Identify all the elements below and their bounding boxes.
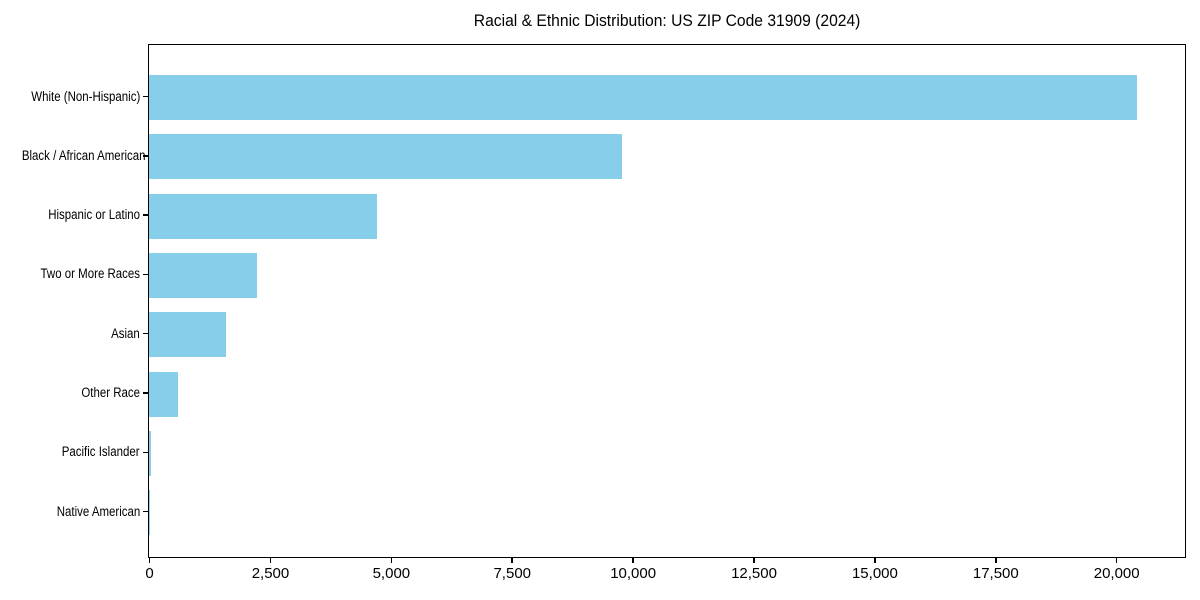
y-axis-label: Other Race [0, 384, 140, 402]
y-tick-mark [143, 155, 148, 157]
x-tick-mark [753, 558, 755, 563]
y-axis-label: Native American [0, 503, 140, 521]
chart-title: Racial & Ethnic Distribution: US ZIP Cod… [148, 11, 1186, 31]
x-tick-label: 10,000 [610, 565, 657, 582]
y-axis-label-text: Hispanic or Latino [48, 207, 140, 223]
x-tick-label: 12,500 [731, 565, 777, 582]
y-tick-mark [143, 214, 148, 216]
bar [149, 490, 150, 536]
y-tick-mark [143, 510, 148, 513]
y-axis-label-text: Asian [111, 325, 140, 341]
x-tick-label: 7,500 [493, 565, 532, 582]
y-axis-label-text: Other Race [81, 385, 140, 400]
x-tick-mark [148, 558, 151, 563]
bar [149, 75, 1137, 120]
x-tick-mark [1115, 558, 1118, 563]
x-tick-label: 15,000 [851, 565, 898, 582]
x-tick-label: 5,000 [372, 565, 411, 582]
y-tick-mark [143, 451, 148, 454]
x-tick-mark [874, 558, 876, 563]
x-tick-label: 20,000 [1093, 565, 1140, 582]
x-tick-label: 17,500 [972, 565, 1019, 582]
x-tick-mark [390, 558, 393, 563]
chart-title-text: Racial & Ethnic Distribution: US ZIP Cod… [473, 11, 861, 30]
bar [149, 252, 258, 298]
x-tick-mark [511, 558, 514, 563]
y-tick-mark [143, 273, 148, 276]
x-tick-label: 2,500 [251, 565, 290, 582]
y-axis-label-text: White (Non-Hispanic) [30, 88, 140, 104]
x-tick-mark [632, 558, 634, 563]
y-tick-mark [143, 95, 148, 98]
y-tick-mark [143, 332, 148, 335]
y-axis-label: White (Non-Hispanic) [0, 88, 140, 106]
bar [149, 193, 377, 239]
y-axis-label: Black / African American [0, 147, 146, 165]
bar [149, 312, 226, 358]
y-axis-label: Two or More Races [0, 265, 140, 283]
bar [149, 430, 151, 476]
y-axis-label-text: Two or More Races [40, 266, 140, 282]
bar [149, 371, 179, 417]
x-tick-mark [995, 558, 997, 563]
y-axis-label-text: Native American [56, 503, 140, 519]
y-axis-label: Asian [0, 325, 140, 343]
bar [149, 134, 622, 180]
y-axis-label-text: Pacific Islander [62, 444, 140, 460]
y-tick-mark [143, 392, 148, 394]
x-tick-mark [269, 558, 272, 563]
x-tick-label: 0 [145, 565, 154, 582]
y-axis-label: Pacific Islander [0, 443, 140, 461]
y-axis-label: Hispanic or Latino [0, 206, 140, 224]
plot-area [148, 44, 1186, 558]
y-axis-label-text: Black / African American [21, 147, 146, 163]
